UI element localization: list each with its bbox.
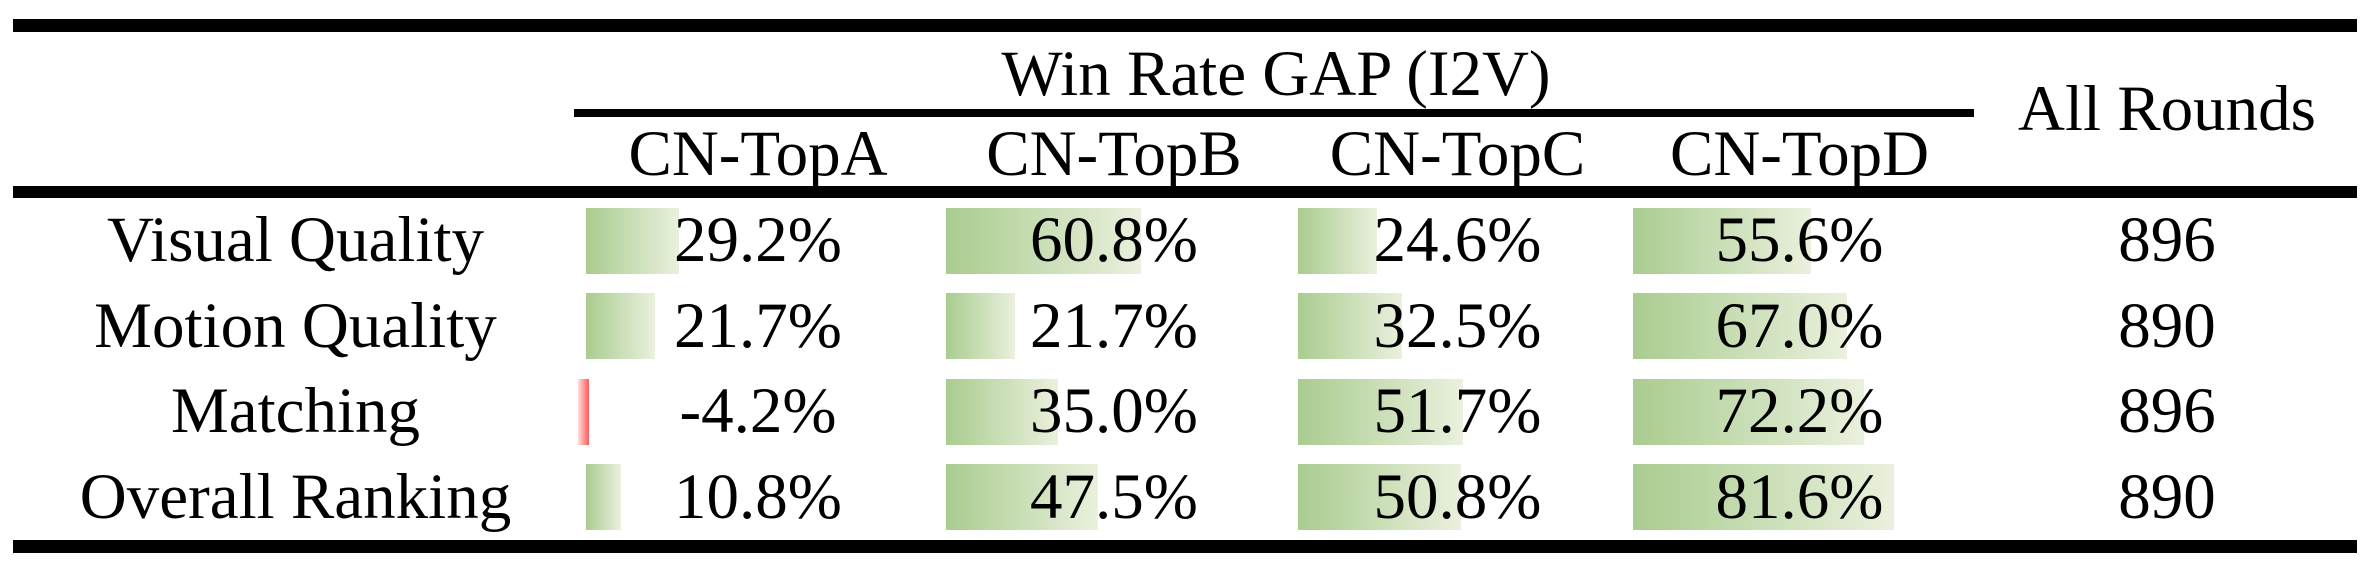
win-rate-value: 21.7% (1030, 289, 1198, 362)
win-rate-value: 50.8% (1373, 460, 1542, 533)
win-rate-value: 81.6% (1715, 460, 1884, 533)
win-rate-bar (1298, 378, 1464, 445)
value-cell: 51.7% (1290, 369, 1625, 455)
win-rate-value: 60.8% (1030, 204, 1198, 277)
win-rate-bar (1633, 207, 1811, 274)
win-rate-value: 21.7% (674, 289, 842, 362)
group-header-win-rate-gap: Win Rate GAP (I2V) (1001, 37, 1551, 110)
value-cell: 50.8% (1290, 455, 1625, 541)
value-cell: 29.2% (578, 198, 938, 284)
value-cell: 21.7% (938, 284, 1290, 370)
value-cell: 35.0% (938, 369, 1290, 455)
win-rate-value: 29.2% (674, 204, 842, 277)
win-rate-value: 72.2% (1715, 375, 1884, 448)
value-cell: 81.6% (1625, 455, 1974, 541)
win-rate-bar (586, 207, 680, 274)
table-row: Visual Quality 29.2% 60.8% 24.6% 55.6% 8… (13, 198, 2360, 284)
header-separator-rule (13, 186, 2357, 198)
win-rate-value: -4.2% (679, 375, 837, 448)
win-rate-bar (578, 378, 590, 445)
win-rate-value: 32.5% (1373, 289, 1542, 362)
win-rate-value: 55.6% (1715, 204, 1884, 277)
win-rate-bar (946, 293, 1016, 360)
value-cell: 60.8% (938, 198, 1290, 284)
value-cell: -4.2% (578, 369, 938, 455)
group-header-underline-rule (574, 109, 1974, 117)
win-rate-bar (946, 378, 1058, 445)
row-label: Overall Ranking (79, 460, 512, 533)
column-header-cn-topb: CN-TopB (986, 117, 1242, 190)
all-rounds-value: 896 (2118, 375, 2216, 448)
win-rate-bar (1298, 293, 1402, 360)
value-cell: 21.7% (578, 284, 938, 370)
table-row: Motion Quality 21.7% 21.7% 32.5% 67.0% 8… (13, 284, 2360, 370)
win-rate-bar (946, 464, 1098, 531)
all-rounds-value: 890 (2118, 289, 2216, 362)
win-rate-value: 47.5% (1030, 460, 1198, 533)
value-cell: 24.6% (1290, 198, 1625, 284)
value-cell: 10.8% (578, 455, 938, 541)
value-cell: 32.5% (1290, 284, 1625, 370)
win-rate-bar (1298, 464, 1461, 531)
win-rate-bar (1633, 293, 1848, 360)
column-header-cn-topa: CN-TopA (628, 117, 888, 190)
value-cell: 72.2% (1625, 369, 1974, 455)
table-bottom-rule (13, 540, 2357, 553)
win-rate-value: 51.7% (1373, 375, 1542, 448)
win-rate-bar (1298, 207, 1377, 274)
value-cell: 67.0% (1625, 284, 1974, 370)
row-label: Matching (170, 375, 421, 448)
win-rate-value: 35.0% (1030, 375, 1198, 448)
win-rate-value: 24.6% (1373, 204, 1542, 277)
win-rate-bar (1633, 464, 1895, 531)
column-header-all-rounds: All Rounds (2018, 72, 2316, 145)
win-rate-bar (586, 464, 621, 531)
table-body: Visual Quality 29.2% 60.8% 24.6% 55.6% 8… (13, 198, 2360, 540)
win-rate-bar (1633, 378, 1865, 445)
row-label: Visual Quality (106, 204, 485, 277)
win-rate-bar (586, 293, 656, 360)
column-header-cn-topc: CN-TopC (1329, 117, 1586, 190)
value-cell: 47.5% (938, 455, 1290, 541)
table-top-rule (13, 19, 2357, 32)
table-row: Matching -4.2% 35.0% 51.7% 72.2% 896 (13, 369, 2360, 455)
win-rate-value: 67.0% (1715, 289, 1884, 362)
row-label: Motion Quality (94, 289, 497, 362)
value-cell: 55.6% (1625, 198, 1974, 284)
table-row: Overall Ranking 10.8% 47.5% 50.8% 81.6% … (13, 455, 2360, 541)
all-rounds-value: 896 (2118, 204, 2216, 277)
column-header-cn-topd: CN-TopD (1669, 117, 1930, 190)
win-rate-bar (946, 207, 1141, 274)
all-rounds-value: 890 (2118, 460, 2216, 533)
win-rate-value: 10.8% (674, 460, 842, 533)
